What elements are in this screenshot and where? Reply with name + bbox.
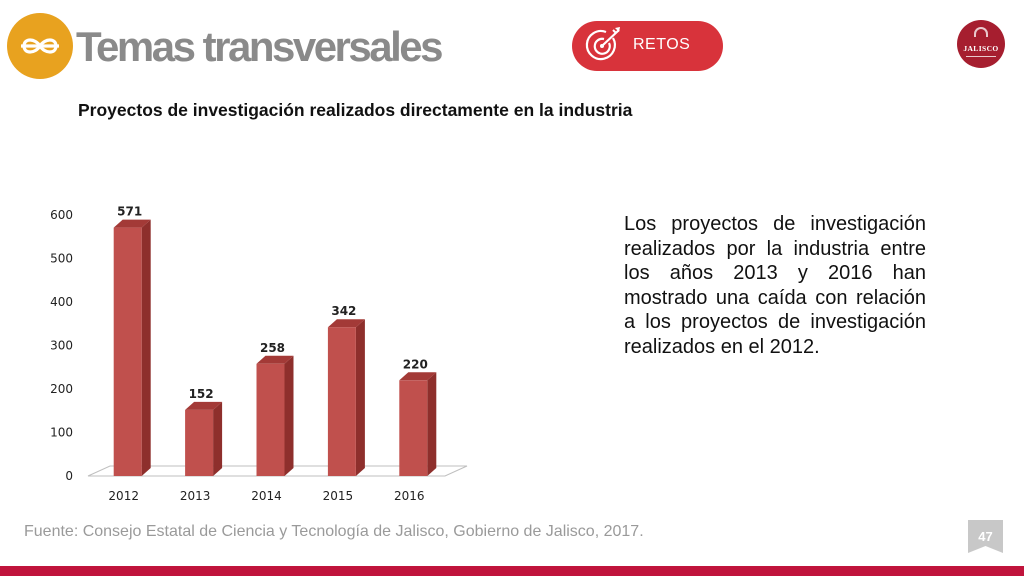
data-label: 152: [189, 387, 214, 401]
y-tick-label: 600: [50, 208, 73, 222]
bar-side: [141, 219, 151, 477]
x-tick-label: 2014: [251, 489, 282, 503]
page-title: Temas transversales: [76, 23, 444, 70]
retos-label: RETOS: [633, 36, 691, 53]
page-number-badge: 47: [968, 520, 1003, 553]
bar-top: [256, 355, 294, 364]
target-arrow-icon: [585, 27, 620, 61]
bar-top: [327, 319, 365, 328]
y-tick-label: 500: [50, 252, 73, 266]
bar-side: [355, 319, 365, 476]
y-tick-label: 200: [50, 382, 73, 396]
bar: [327, 327, 356, 476]
description-text: Los proyectos de investigación realizado…: [624, 213, 926, 358]
infinity-icon: [21, 38, 59, 54]
bar-top: [185, 401, 223, 410]
jalisco-seal-icon: JALISCO: [957, 20, 1005, 68]
bar-top: [399, 372, 437, 381]
bottom-bar: [0, 566, 1024, 576]
x-tick-label: 2012: [108, 489, 139, 503]
logo: [7, 13, 73, 79]
bar: [113, 227, 142, 476]
bar-chart: 0 100 200 300 400 500 600 571 2012 152 2013 258 2014…: [50, 205, 468, 503]
bar: [399, 380, 428, 476]
data-label: 220: [403, 357, 428, 371]
page-number: 47: [978, 529, 993, 544]
x-tick-label: 2015: [323, 489, 354, 503]
bar-side: [284, 355, 294, 476]
y-tick-label: 300: [50, 339, 73, 353]
bar-side: [427, 372, 437, 476]
bar-top: [113, 219, 151, 228]
x-tick-label: 2013: [180, 489, 211, 503]
y-tick-label: 100: [50, 426, 73, 440]
bar-side: [213, 401, 223, 476]
y-tick-label: 400: [50, 295, 73, 309]
data-label: 342: [331, 304, 356, 318]
bar: [256, 363, 285, 476]
y-tick-label: 0: [65, 469, 73, 483]
chart-floor: [87, 465, 468, 477]
data-label: 571: [117, 205, 142, 219]
x-tick-label: 2016: [394, 489, 425, 503]
data-label: 258: [260, 341, 285, 355]
seal-label: JALISCO: [963, 44, 999, 53]
retos-badge: RETOS: [572, 21, 723, 71]
chart-subtitle: Proyectos de investigación realizados di…: [78, 100, 633, 120]
source-note: Fuente: Consejo Estatal de Ciencia y Tec…: [24, 523, 644, 540]
bar: [185, 409, 214, 476]
